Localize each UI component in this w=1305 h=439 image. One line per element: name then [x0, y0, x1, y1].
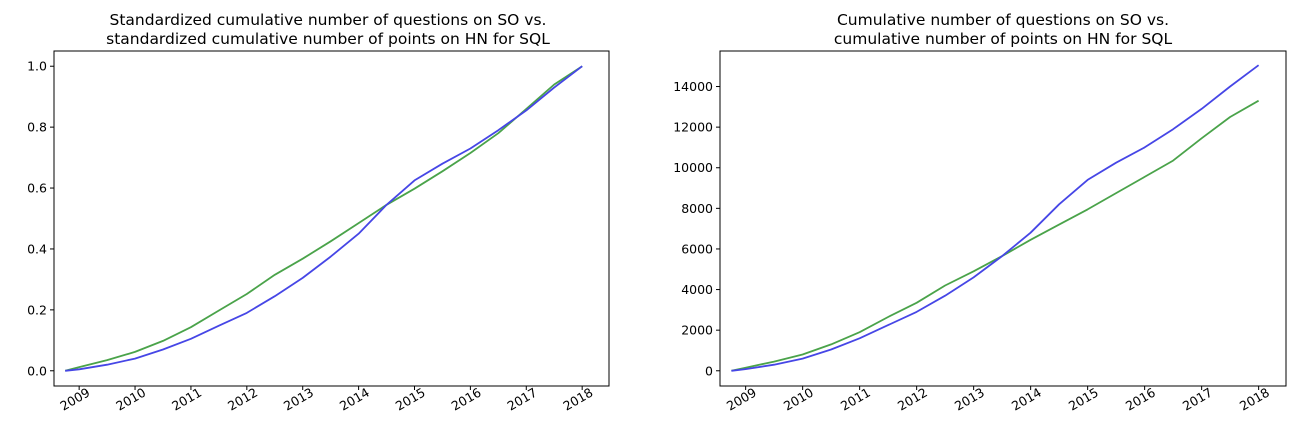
y-tick-label: 10000	[673, 160, 713, 175]
y-tick-label: 14000	[673, 79, 713, 94]
series-layer	[64, 65, 583, 372]
chart-panel-standardized: Standardized cumulative number of questi…	[27, 11, 610, 414]
y-tick-label: 0.0	[27, 363, 47, 378]
y-tick-label: 4000	[681, 282, 713, 297]
series-line-green	[731, 99, 1260, 372]
y-tick-label: 0.6	[27, 181, 47, 196]
y-tick-label: 0.4	[27, 241, 47, 256]
y-tick-label: 12000	[673, 120, 713, 135]
y-tick-label: 0	[705, 363, 713, 378]
series-layer	[731, 64, 1260, 372]
y-tick-label: 0.2	[27, 302, 47, 317]
y-tick-label: 2000	[681, 323, 713, 338]
chart-title-line-1: Cumulative number of questions on SO vs.	[837, 11, 1169, 29]
chart-title-line-1: Standardized cumulative number of questi…	[110, 11, 547, 29]
series-line-blue	[65, 65, 583, 372]
chart-title-line-2: standardized cumulative number of points…	[106, 30, 550, 48]
y-tick-label: 6000	[681, 241, 713, 256]
y-tick-label: 0.8	[27, 120, 47, 135]
y-tick-label: 8000	[681, 201, 713, 216]
series-line-green	[64, 65, 583, 372]
axes-frame	[53, 50, 610, 387]
axes-frame	[719, 50, 1287, 387]
y-tick-label: 1.0	[27, 59, 47, 74]
series-line-blue	[731, 64, 1260, 372]
chart-title-line-2: cumulative number of points on HN for SQ…	[834, 30, 1173, 48]
